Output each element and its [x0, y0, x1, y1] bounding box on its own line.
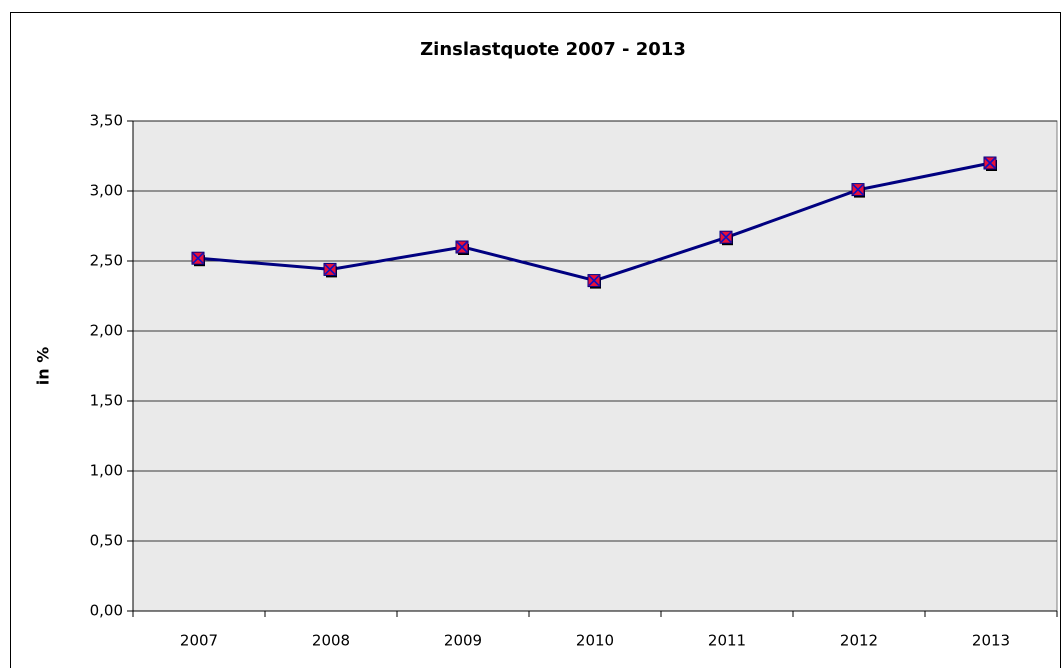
x-tick-label: 2010 — [576, 632, 614, 650]
marker-cross — [852, 184, 864, 196]
y-tick-label: 1,00 — [90, 462, 123, 480]
y-tick-label: 1,50 — [90, 392, 123, 410]
chart-title: Zinslastquote 2007 - 2013 — [420, 39, 686, 60]
y-tick-label: 0,50 — [90, 532, 123, 550]
marker-cross — [720, 231, 732, 243]
y-tick-label: 0,00 — [90, 602, 123, 620]
marker-cross — [588, 275, 600, 287]
marker-cross — [984, 157, 996, 169]
x-tick-label: 2013 — [972, 632, 1010, 650]
marker-cross — [192, 252, 204, 264]
x-tick-label: 2007 — [180, 632, 218, 650]
x-tick-label: 2012 — [840, 632, 878, 650]
plot-area — [132, 120, 1058, 612]
y-axis-label: in % — [34, 347, 53, 385]
y-tick-label: 3,00 — [90, 182, 123, 200]
x-tick-label: 2009 — [444, 632, 482, 650]
y-tick-label: 3,50 — [90, 112, 123, 130]
marker-cross — [456, 241, 468, 253]
marker-cross — [324, 263, 336, 275]
y-tick-label: 2,50 — [90, 252, 123, 270]
x-tick-label: 2011 — [708, 632, 746, 650]
y-tick-label: 2,00 — [90, 322, 123, 340]
x-tick-label: 2008 — [312, 632, 350, 650]
